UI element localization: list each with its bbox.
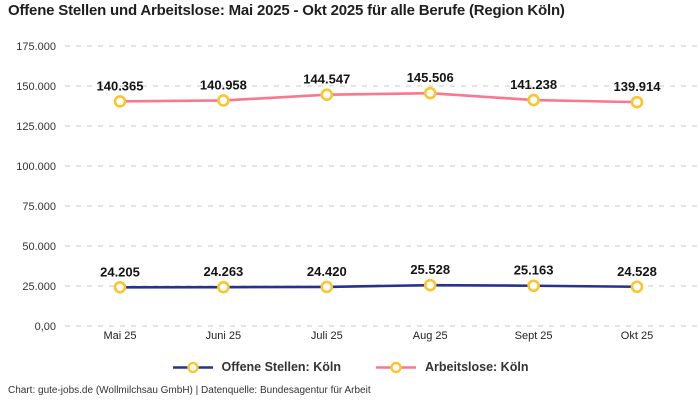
data-point-marker-arbeitslose-koeln[interactable]: [630, 95, 644, 109]
x-axis-tick: Mai 25: [103, 330, 136, 342]
x-axis-tick: Juni 25: [206, 330, 241, 342]
data-point-marker-offene-stellen-koeln[interactable]: [527, 279, 540, 293]
x-axis-tick: Aug 25: [413, 330, 448, 342]
chart-title: Offene Stellen und Arbeitslose: Mai 2025…: [8, 2, 565, 19]
y-axis-tick: 175.000: [16, 41, 56, 53]
y-axis-tick: 100.000: [16, 161, 56, 173]
data-point-marker-offene-stellen-koeln[interactable]: [113, 280, 127, 294]
data-point-label: 25.163: [514, 263, 554, 278]
data-point-label: 24.420: [307, 264, 347, 279]
legend-item-arbeitslose-koeln[interactable]: Arbeitslose: Köln: [375, 360, 529, 374]
series-line-arbeitslose-koeln: [118, 91, 639, 104]
y-axis-tick: 25.000: [22, 281, 56, 293]
data-point-marker-arbeitslose-koeln[interactable]: [423, 86, 437, 100]
legend-swatch-icon: [172, 361, 213, 373]
chart-svg: 175.000 150.000 125.000 100.000 75.000 50.000…: [16, 41, 697, 342]
y-axis-tick: 75.000: [22, 201, 56, 213]
data-point-marker-arbeitslose-koeln[interactable]: [527, 93, 540, 107]
legend-label: Arbeitslose: Köln: [424, 360, 529, 374]
data-point-marker-offene-stellen-koeln[interactable]: [320, 280, 334, 294]
data-point-label: 24.205: [100, 264, 140, 279]
data-point-label: 144.547: [303, 72, 350, 87]
data-point-label: 139.914: [614, 79, 662, 94]
data-point-marker-arbeitslose-koeln[interactable]: [113, 95, 127, 108]
data-point-label: 145.506: [407, 70, 454, 85]
series-line-offene-stellen-koeln: [118, 283, 639, 289]
x-axis-tick: Okt 25: [621, 330, 653, 342]
data-point-marker-arbeitslose-koeln[interactable]: [217, 94, 230, 107]
data-point-label: 140.958: [200, 77, 247, 92]
y-axis-tick: 50.000: [22, 241, 56, 253]
data-point-marker-arbeitslose-koeln[interactable]: [320, 88, 334, 102]
x-axis-tick: Juli 25: [311, 330, 343, 342]
data-point-marker-offene-stellen-koeln[interactable]: [217, 280, 230, 294]
chart-legend: Offene Stellen: Köln Arbeitslose: Köln: [0, 356, 700, 378]
data-point-label: 25.528: [410, 262, 450, 277]
data-point-label: 140.365: [97, 78, 144, 93]
data-point-label: 24.528: [617, 264, 657, 279]
legend-label: Offene Stellen: Köln: [221, 360, 341, 374]
legend-swatch-icon: [375, 361, 416, 373]
x-axis-tick: Sept 25: [515, 330, 553, 342]
chart-source-footer: Chart: gute-jobs.de (Wollmilchsau GmbH) …: [8, 385, 371, 396]
data-point-label: 141.238: [510, 77, 557, 92]
y-axis-tick: 125.000: [16, 121, 56, 133]
data-point-marker-offene-stellen-koeln[interactable]: [423, 278, 437, 292]
data-point-label: 24.263: [204, 264, 244, 279]
legend-item-offene-stellen-koeln[interactable]: Offene Stellen: Köln: [172, 360, 341, 374]
data-point-marker-offene-stellen-koeln[interactable]: [630, 280, 644, 294]
y-axis-tick: 150.000: [16, 81, 56, 93]
y-axis-tick: 0,00: [35, 321, 56, 333]
